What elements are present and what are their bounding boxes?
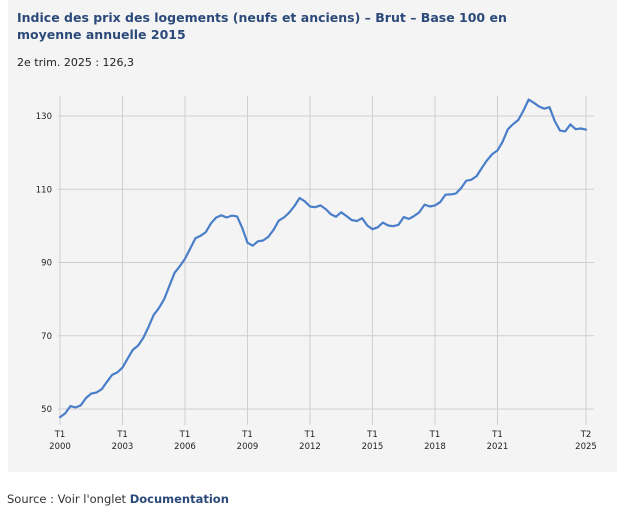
x-tick-label-period: T2 [580,430,592,440]
x-tick-label-period: T1 [491,430,503,440]
documentation-link[interactable]: Documentation [129,492,229,506]
x-tick-label-year: 2025 [575,442,597,452]
x-tick-label-year: 2000 [49,442,71,452]
x-tick-label-period: T1 [304,430,316,440]
source-prefix: Source : Voir l'onglet [7,492,130,506]
x-tick-label-period: T1 [366,430,378,440]
x-tick-label-year: 2003 [112,442,134,452]
chart-card [8,0,617,472]
y-tick-label: 130 [36,112,52,122]
x-tick-label-period: T1 [54,430,66,440]
x-tick-label-year: 2018 [424,442,446,452]
y-tick-label: 90 [41,259,52,269]
y-tick-label: 70 [41,332,52,342]
x-tick-label-year: 2012 [299,442,321,452]
x-tick-label-year: 2009 [237,442,259,452]
x-tick-label-year: 2006 [174,442,196,452]
horizontal-gridlines [58,115,594,410]
source-note: Source : Voir l'onglet Documentation [7,492,229,506]
vertical-gridlines [59,96,587,425]
x-tick-label-year: 2015 [362,442,384,452]
x-tick-label-period: T1 [116,430,128,440]
y-axis-tick-labels: 50 70 90 110 130 [36,112,52,415]
series-line [58,98,588,419]
y-tick-label: 50 [41,405,52,415]
x-tick-label-period: T1 [429,430,441,440]
x-axis-tick-labels: T1 2000 T1 2003 T1 2006 T1 2009 T1 2012 T1 2015 T1 20… [49,430,597,452]
series-group [58,98,588,419]
x-tick-label-period: T1 [179,430,191,440]
x-tick-label-year: 2021 [487,442,509,452]
chart-title: Indice des prix des logements (neufs et … [17,10,507,42]
line-chart: 50 70 90 110 130 T1 2000 T1 2003 T1 2006 T1 2009 T1 2… [36,96,597,452]
y-tick-label: 110 [36,185,52,195]
x-tick-label-period: T1 [241,430,253,440]
chart-subtitle: 2e trim. 2025 : 126,3 [17,56,135,69]
